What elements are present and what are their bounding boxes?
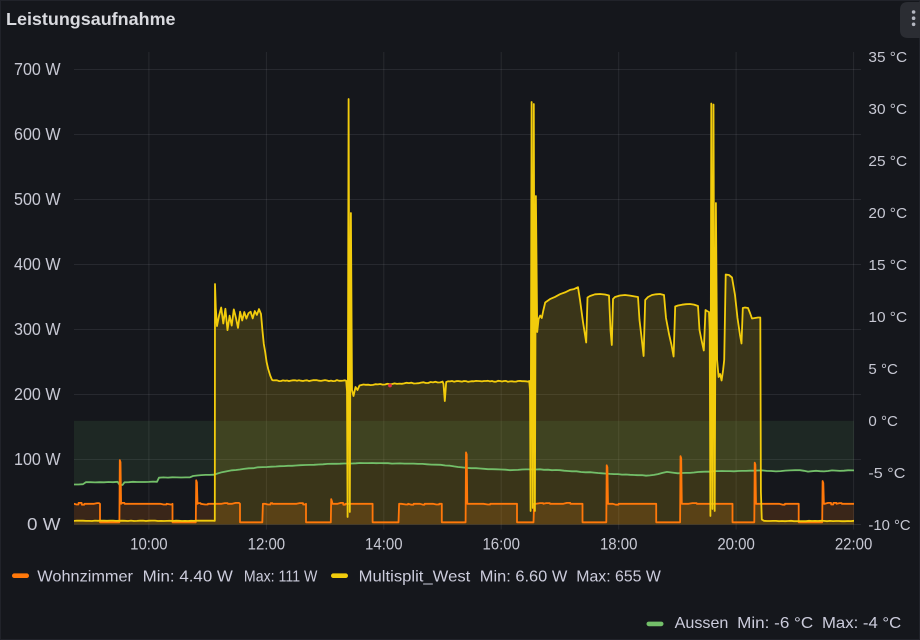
svg-text:Wohnzimmer: Wohnzimmer bbox=[37, 569, 133, 586]
svg-text:Max: 111 W: Max: 111 W bbox=[244, 569, 318, 586]
svg-text:35 °C: 35 °C bbox=[868, 50, 907, 66]
svg-text:400 W: 400 W bbox=[14, 254, 61, 274]
svg-text:100 W: 100 W bbox=[14, 449, 61, 469]
svg-text:200 W: 200 W bbox=[14, 384, 61, 404]
svg-text:22:00: 22:00 bbox=[835, 536, 873, 554]
svg-text:Max: 655 W: Max: 655 W bbox=[576, 569, 661, 586]
svg-text:15 °C: 15 °C bbox=[868, 258, 907, 274]
svg-text:14:00: 14:00 bbox=[365, 536, 403, 554]
svg-text:20:00: 20:00 bbox=[717, 536, 755, 554]
svg-text:300 W: 300 W bbox=[14, 319, 61, 339]
svg-text:20 °C: 20 °C bbox=[868, 206, 907, 222]
svg-text:10 °C: 10 °C bbox=[868, 310, 907, 326]
svg-text:Min: -6 °C: Min: -6 °C bbox=[737, 615, 813, 632]
svg-text:25 °C: 25 °C bbox=[868, 154, 907, 170]
svg-text:5 °C: 5 °C bbox=[868, 362, 898, 378]
svg-text:Aussen: Aussen bbox=[675, 615, 729, 632]
svg-text:0 W: 0 W bbox=[27, 514, 61, 534]
svg-text:-10 °C: -10 °C bbox=[868, 518, 910, 534]
svg-text:600 W: 600 W bbox=[14, 124, 61, 144]
svg-text:Leistungsaufnahme: Leistungsaufnahme bbox=[6, 9, 176, 29]
svg-text:700 W: 700 W bbox=[14, 59, 61, 79]
svg-text:-5 °C: -5 °C bbox=[868, 466, 905, 482]
svg-text:Min: 4.40 W: Min: 4.40 W bbox=[143, 569, 234, 586]
svg-text:500 W: 500 W bbox=[14, 189, 61, 209]
svg-text:Multisplit_West: Multisplit_West bbox=[359, 569, 471, 586]
svg-text:30 °C: 30 °C bbox=[868, 102, 907, 118]
svg-text:16:00: 16:00 bbox=[482, 536, 520, 554]
svg-text:12:00: 12:00 bbox=[248, 536, 286, 554]
svg-text:Min: 6.60 W: Min: 6.60 W bbox=[480, 569, 568, 586]
svg-text:Max: -4 °C: Max: -4 °C bbox=[822, 615, 901, 632]
svg-text:18:00: 18:00 bbox=[600, 536, 638, 554]
svg-text:0 °C: 0 °C bbox=[868, 414, 898, 430]
svg-text:10:00: 10:00 bbox=[130, 536, 168, 554]
